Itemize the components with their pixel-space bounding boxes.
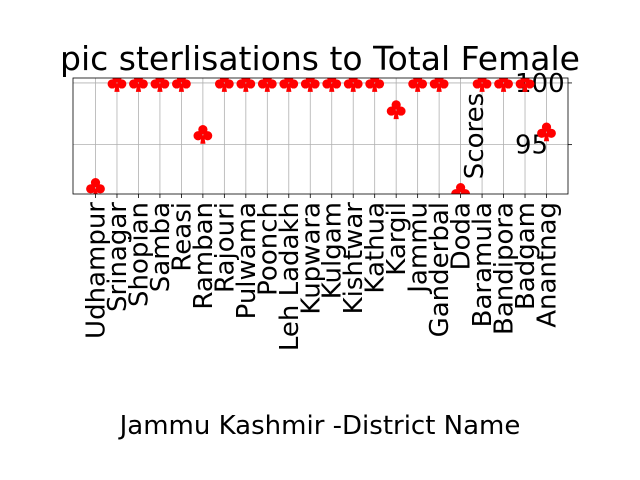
x-tick-label: Udhampur <box>82 202 112 339</box>
x-tick-label: Badgam <box>511 202 541 310</box>
x-tick-label: Baramula <box>468 202 498 327</box>
x-tick-label: Pulwama <box>232 202 262 319</box>
x-tick-label: Kathua <box>361 202 391 294</box>
x-tick-label: Kargil <box>382 202 412 276</box>
x-tick-label: Kishtwar <box>339 202 369 315</box>
x-tick-label: Reasi <box>167 202 197 272</box>
grid <box>73 78 568 194</box>
x-tick-label: Poonch <box>253 202 283 296</box>
x-tick-label: Ramban <box>189 202 219 310</box>
x-tick-label: Rajouri <box>210 202 240 293</box>
x-tick-label: Kupwara <box>296 202 326 315</box>
x-tick-label: Srinagar <box>103 202 133 312</box>
x-tick-label: Anantnag <box>533 202 563 328</box>
chart-title: pic sterlisations to Total Female <box>60 39 580 78</box>
x-tick-label: Doda <box>447 202 477 270</box>
x-tick-label: Samba <box>146 202 176 292</box>
x-tick-label: Bandipora <box>490 202 520 335</box>
x-tick-label: Jammu <box>404 202 434 295</box>
x-axis: UdhampurSrinagarShopianSambaReasiRambanR… <box>82 194 563 351</box>
y-axis-label: Scores <box>460 93 490 179</box>
x-axis-label: Jammu Kashmir -District Name <box>118 411 521 441</box>
x-tick-label: Leh Ladakh <box>275 202 305 351</box>
plot-area-frame <box>72 77 569 195</box>
x-tick-label: Shopian <box>124 202 154 307</box>
x-tick-label: Kulgam <box>318 202 348 299</box>
x-tick-label: Ganderbal <box>425 202 455 337</box>
